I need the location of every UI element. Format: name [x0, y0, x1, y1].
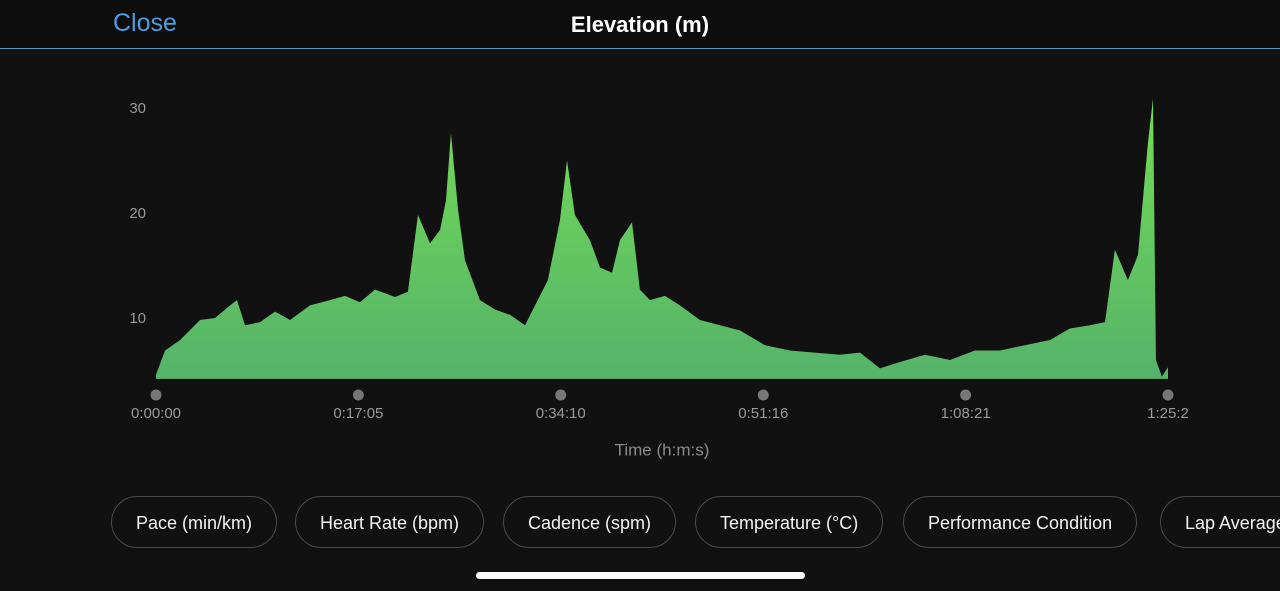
metric-tab[interactable]: Heart Rate (bpm) [295, 496, 485, 548]
x-tick-dot [960, 389, 972, 401]
metric-tab[interactable]: Performance Condition [903, 496, 1138, 548]
elevation-area [156, 98, 1168, 379]
y-tick-label: 20 [129, 205, 146, 222]
x-tick-label: 0:17:05 [333, 405, 383, 422]
x-tick-label: 1:08:21 [941, 405, 991, 422]
x-tick-dot [1162, 389, 1174, 401]
x-tick-dot [555, 389, 567, 401]
x-axis-title: Time (h:m:s) [615, 440, 710, 459]
x-tick-label: 0:51:16 [738, 405, 788, 422]
x-tick-label: 1:25:2 [1147, 405, 1189, 422]
x-tick-dot [352, 389, 364, 401]
home-indicator [476, 572, 805, 579]
x-tick-dot [757, 389, 769, 401]
header: Close Elevation (m) [0, 0, 1280, 49]
x-tick-label: 0:34:10 [536, 405, 586, 422]
metric-tabs: Pace (min/km) Heart Rate (bpm) Cadence (sp… [0, 496, 1280, 552]
metric-tab[interactable]: Cadence (spm) [503, 496, 677, 548]
metric-tab[interactable]: Temperature (°C) [695, 496, 884, 548]
x-tick-label: 0:00:00 [131, 405, 181, 422]
metric-tab[interactable]: Pace (min/km) [111, 496, 278, 548]
chart: 10 20 30 0:00:00 0:17:05 0:34:10 0:51:16 1:08:2… [129, 98, 1189, 459]
screen-title: Elevation (m) [570, 12, 710, 37]
close-button[interactable]: Close [113, 9, 177, 37]
y-tick-label: 30 [129, 100, 146, 117]
y-tick-label: 10 [129, 310, 146, 327]
x-tick-dot [150, 389, 162, 401]
metric-tab[interactable]: Lap Average [1160, 496, 1280, 548]
